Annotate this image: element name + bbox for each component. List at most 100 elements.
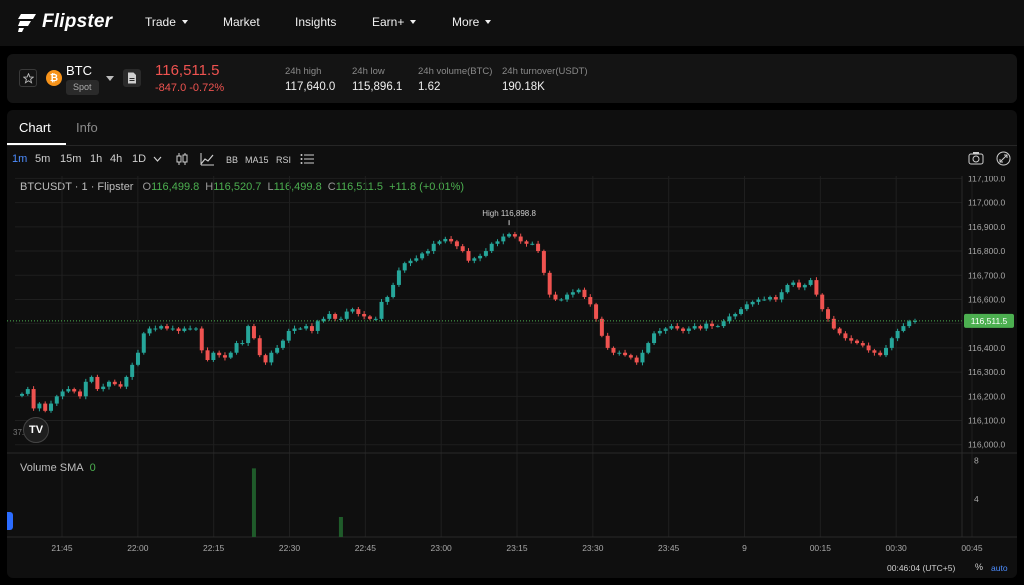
brand-logo[interactable]: Flipster — [18, 11, 112, 33]
price-axis-label: 116,200.0 — [968, 391, 1005, 401]
candle-body — [414, 258, 419, 261]
price-chart[interactable]: 117,100.0 117,000.0 116,900.0 116,800.0 116,… — [7, 176, 1017, 578]
camera-icon[interactable] — [968, 151, 984, 165]
indicator-bb[interactable]: BB — [226, 155, 239, 165]
time-axis-label: 00:45 — [961, 543, 983, 553]
candle-body — [617, 352, 622, 354]
nav-earn[interactable]: Earn+ — [372, 15, 417, 29]
list-icon[interactable] — [300, 153, 315, 165]
legend-low-label: L — [267, 181, 274, 193]
symbol-name[interactable]: BTC — [66, 63, 92, 78]
candle-body — [576, 289, 581, 293]
time-axis-label: 22:15 — [203, 543, 225, 553]
tab-info[interactable]: Info — [76, 120, 98, 135]
candle-body — [48, 403, 53, 411]
candle-body — [454, 241, 459, 247]
interval-4h[interactable]: 4h — [110, 153, 123, 165]
stat-24h-high-label: 24h high — [285, 66, 322, 77]
interval-1h[interactable]: 1h — [90, 153, 103, 165]
candle-body — [356, 309, 361, 314]
interval-5m[interactable]: 5m — [35, 153, 51, 165]
candle-body — [744, 304, 749, 310]
candle-body — [298, 328, 303, 330]
candle-body — [756, 299, 761, 302]
candle-body — [611, 347, 616, 353]
candle-body — [507, 234, 512, 237]
volume-sma-value: 0 — [89, 462, 96, 474]
candle-body — [362, 314, 367, 317]
price-change: -847.0 -0.72% — [155, 82, 225, 94]
candle-body — [750, 301, 755, 305]
candle-body — [170, 328, 175, 330]
side-drawer-toggle[interactable] — [7, 512, 13, 530]
candle-body — [338, 318, 343, 320]
chevron-down-icon[interactable] — [153, 156, 162, 162]
tradingview-logo[interactable]: TV — [23, 417, 49, 443]
candle-body — [222, 355, 227, 358]
stat-24h-volume-value: 1.62 — [418, 81, 441, 93]
volume-axis-label: 8 — [974, 456, 979, 466]
candle-body — [634, 357, 639, 363]
candle-body — [553, 294, 558, 300]
partial-low-label: 37.1 — [13, 428, 29, 437]
candle-body — [628, 355, 633, 358]
interval-1d[interactable]: 1D — [132, 153, 147, 165]
candle-body — [663, 328, 668, 331]
candle-body — [837, 328, 842, 334]
favorite-star-button[interactable] — [19, 69, 37, 87]
fullscreen-icon[interactable] — [996, 151, 1011, 166]
candle-body — [344, 311, 349, 319]
candle-body — [37, 403, 42, 409]
candle-body — [304, 326, 309, 329]
clock-timezone[interactable]: 00:46:04 (UTC+5) — [887, 563, 956, 573]
high-marker-label: High 116,898.8 — [482, 209, 536, 218]
price-axis-label: 117,100.0 — [968, 176, 1005, 183]
chevron-down-icon — [410, 20, 417, 24]
star-icon — [22, 72, 34, 84]
candle-body — [101, 386, 106, 390]
legend-high-label: H — [205, 181, 214, 193]
indicators-icon[interactable] — [200, 152, 215, 166]
tab-chart[interactable]: Chart — [19, 120, 51, 135]
nav-more[interactable]: More — [452, 15, 492, 29]
price-axis-label: 117,000.0 — [968, 198, 1005, 208]
time-axis-label: 00:15 — [810, 543, 832, 553]
interval-15m[interactable]: 15m — [60, 153, 82, 165]
candle-body — [443, 238, 448, 242]
candle-body — [164, 326, 169, 329]
candle-body — [570, 292, 575, 295]
nav-trade[interactable]: Trade — [145, 15, 188, 29]
candle-body — [211, 352, 216, 360]
ohlc-legend: BTCUSDT · 1 · Flipster O116,499.8 H116,5… — [20, 181, 464, 193]
market-type-badge: Spot — [66, 80, 99, 95]
time-axis-label: 23:30 — [582, 543, 604, 553]
candle-body — [275, 347, 280, 353]
stat-24h-turnover-value: 190.18K — [502, 81, 545, 93]
candle-body — [797, 282, 802, 288]
time-axis-label: 23:45 — [658, 543, 680, 553]
brand-name: Flipster — [42, 11, 113, 32]
indicator-ma15[interactable]: MA15 — [245, 155, 269, 165]
candle-body — [692, 326, 697, 329]
top-navigation: Flipster Trade Market Insights Earn+ Mor… — [0, 0, 1024, 46]
candle-body — [785, 284, 790, 293]
legend-close: 116,511.5 — [335, 181, 384, 193]
document-button[interactable] — [123, 69, 141, 87]
last-price-tag-label: 116,511.5 — [971, 316, 1008, 326]
symbol-dropdown-icon[interactable] — [106, 76, 114, 81]
auto-scale-toggle[interactable]: auto — [991, 563, 1008, 573]
volume-legend: Volume SMA 0 — [20, 462, 96, 474]
candle-body — [657, 330, 662, 334]
interval-1m[interactable]: 1m — [12, 153, 28, 165]
stat-24h-turnover-label: 24h turnover(USDT) — [502, 66, 588, 77]
candles-icon[interactable] — [175, 152, 189, 166]
percent-scale-toggle[interactable]: % — [975, 562, 984, 572]
nav-insights[interactable]: Insights — [295, 15, 336, 29]
candle-body — [878, 352, 883, 356]
candle-body — [675, 326, 680, 329]
legend-high: 116,520.7 — [213, 181, 262, 193]
candle-body — [773, 297, 778, 300]
indicator-rsi[interactable]: RSI — [276, 155, 292, 165]
nav-market[interactable]: Market — [223, 15, 260, 29]
candle-body — [472, 258, 477, 261]
